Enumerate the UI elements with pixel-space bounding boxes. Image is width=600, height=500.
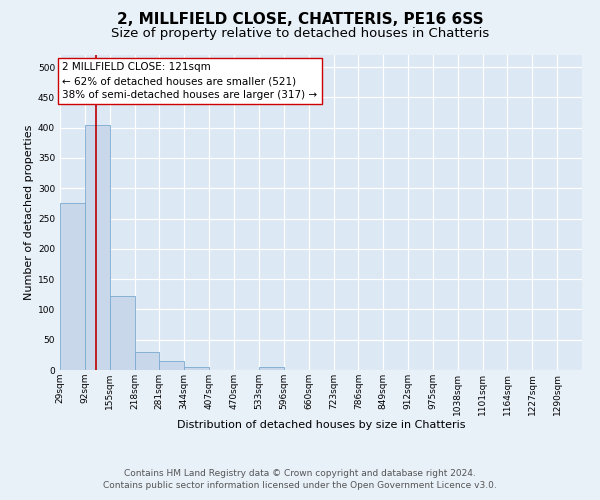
Bar xyxy=(259,367,284,370)
Text: 2 MILLFIELD CLOSE: 121sqm
← 62% of detached houses are smaller (521)
38% of semi: 2 MILLFIELD CLOSE: 121sqm ← 62% of detac… xyxy=(62,62,317,100)
Text: Size of property relative to detached houses in Chatteris: Size of property relative to detached ho… xyxy=(111,28,489,40)
Bar xyxy=(184,367,209,370)
X-axis label: Distribution of detached houses by size in Chatteris: Distribution of detached houses by size … xyxy=(177,420,465,430)
Bar xyxy=(60,204,85,370)
Bar xyxy=(160,361,184,370)
Text: 2, MILLFIELD CLOSE, CHATTERIS, PE16 6SS: 2, MILLFIELD CLOSE, CHATTERIS, PE16 6SS xyxy=(116,12,484,28)
Text: Contains HM Land Registry data © Crown copyright and database right 2024.
Contai: Contains HM Land Registry data © Crown c… xyxy=(103,469,497,490)
Bar xyxy=(85,124,110,370)
Bar xyxy=(110,296,134,370)
Y-axis label: Number of detached properties: Number of detached properties xyxy=(24,125,34,300)
Bar xyxy=(134,352,160,370)
